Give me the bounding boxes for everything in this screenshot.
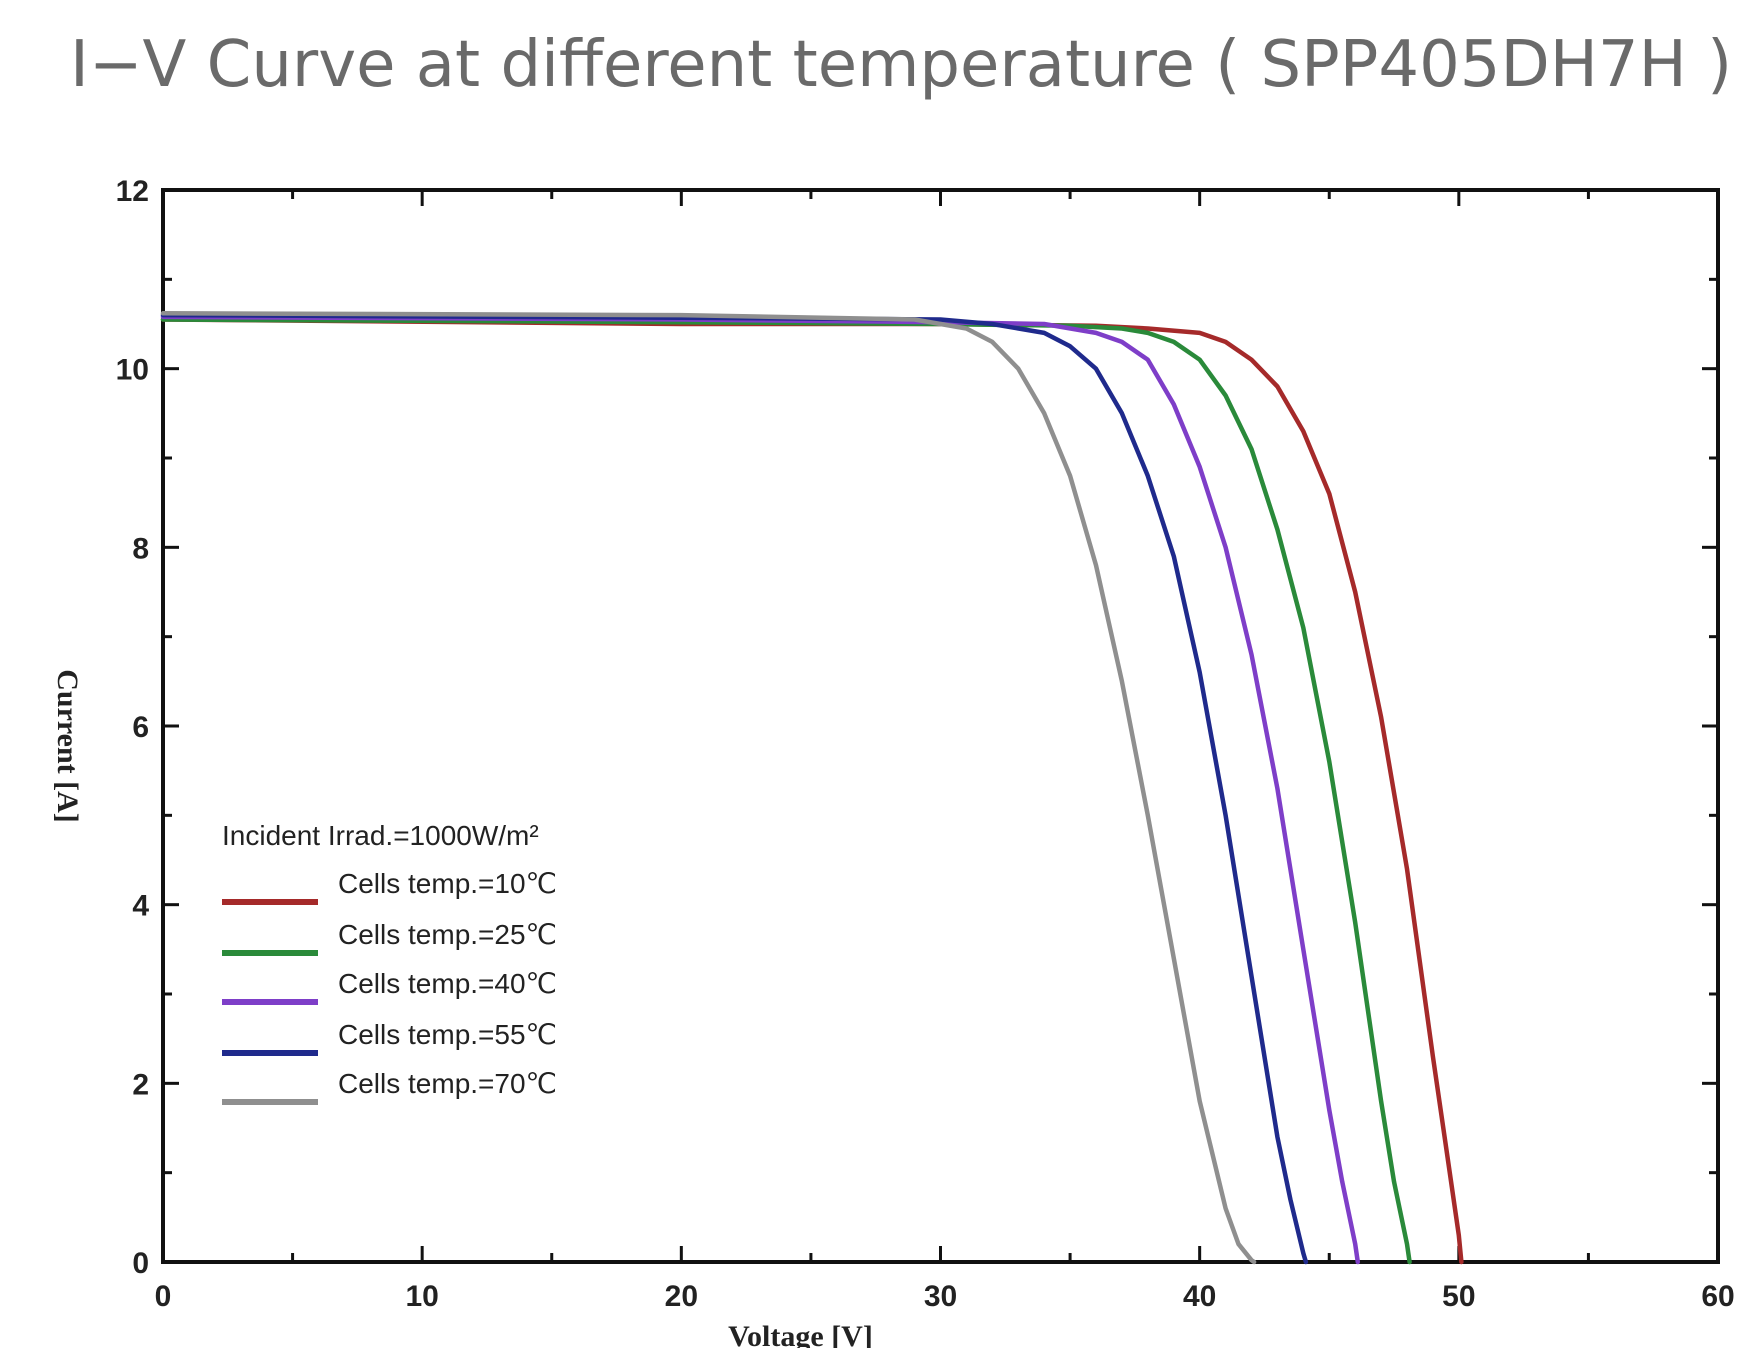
y-tick-label: 0 xyxy=(132,1247,149,1280)
legend-label-1: Cells temp.=10℃ xyxy=(338,868,557,899)
y-tick-label: 4 xyxy=(132,890,149,923)
legend-label-4: Cells temp.=55℃ xyxy=(338,1019,557,1050)
series-line-4 xyxy=(160,312,1309,1265)
x-tick-label: 50 xyxy=(1442,1280,1475,1313)
legend-label-5: Cells temp.=70℃ xyxy=(338,1068,557,1099)
x-tick-label: 10 xyxy=(405,1280,438,1313)
axes: 0 10 20 30 40 50 60 0 2 4 6 8 10 12 Voltage [V] Current… xyxy=(51,175,1735,1348)
y-axis-label: Current [A] xyxy=(51,669,84,823)
y-tick-label: 6 xyxy=(132,711,149,744)
legend-title: Incident Irrad.=1000W/m² xyxy=(222,820,539,851)
x-axis-label: Voltage [V] xyxy=(728,1320,873,1348)
series-line-1 xyxy=(160,317,1464,1265)
y-tick-label: 10 xyxy=(116,354,149,387)
x-tick-label: 60 xyxy=(1701,1280,1734,1313)
chart-title: I−V Curve at different temperature ( SPP… xyxy=(70,28,1733,102)
y-tick-label: 2 xyxy=(132,1068,149,1101)
plot-frame xyxy=(161,188,1720,1264)
x-tick-label: 40 xyxy=(1183,1280,1216,1313)
series-layer xyxy=(160,311,1464,1265)
legend-label-3: Cells temp.=40℃ xyxy=(338,968,557,999)
x-tick-label: 20 xyxy=(665,1280,698,1313)
legend: Incident Irrad.=1000W/m² Cells temp.=10℃ C… xyxy=(222,820,557,1105)
series-line-3 xyxy=(160,314,1361,1265)
legend-label-2: Cells temp.=25℃ xyxy=(338,919,557,950)
x-tick-label: 30 xyxy=(924,1280,957,1313)
y-tick-label: 12 xyxy=(116,175,149,208)
x-tick-label: 0 xyxy=(155,1280,172,1313)
y-tick-label: 8 xyxy=(132,532,149,565)
series-line-5 xyxy=(160,311,1257,1265)
